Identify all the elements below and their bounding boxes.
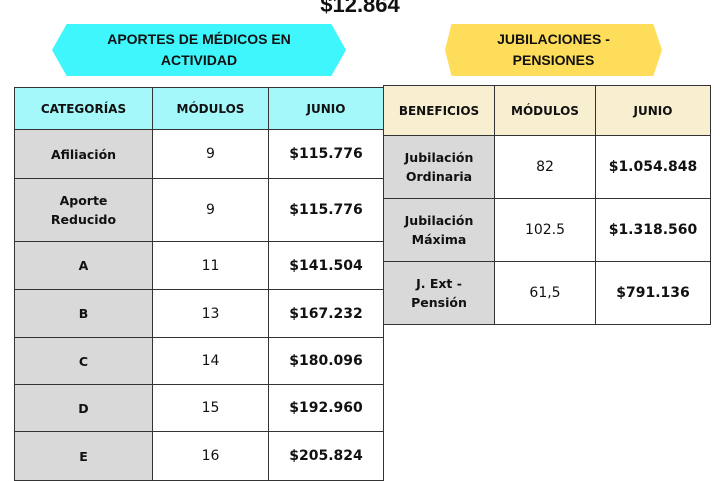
- col-header: MÓDULOS: [494, 85, 596, 136]
- table-row: C 14 $180.096: [14, 337, 384, 385]
- amount-cell: $115.776: [268, 178, 384, 242]
- table-row: J. Ext - Pensión 61,5 $791.136: [383, 261, 711, 325]
- category-cell: A: [14, 241, 153, 290]
- amount-cell: $167.232: [268, 289, 384, 338]
- page-title: $12.864: [320, 0, 400, 17]
- contributions-table: CATEGORÍAS MÓDULOS JUNIO Afiliación 9 $115…: [14, 87, 384, 481]
- modules-cell: 9: [152, 129, 269, 179]
- amount-cell: $192.960: [268, 384, 384, 432]
- amount-cell: $141.504: [268, 241, 384, 290]
- modules-cell: 16: [152, 431, 269, 481]
- col-header: JUNIO: [268, 87, 384, 130]
- category-cell: C: [14, 337, 153, 385]
- table-row: Afiliación 9 $115.776: [14, 129, 384, 179]
- category-cell: Jubilación Ordinaria: [383, 135, 495, 199]
- amount-cell: $205.824: [268, 431, 384, 481]
- table-row: A 11 $141.504: [14, 241, 384, 290]
- table-header: CATEGORÍAS MÓDULOS JUNIO: [14, 87, 384, 130]
- modules-cell: 13: [152, 289, 269, 338]
- modules-cell: 9: [152, 178, 269, 242]
- category-cell: D: [14, 384, 153, 432]
- table-row: B 13 $167.232: [14, 289, 384, 338]
- pensions-table: BENEFICIOS MÓDULOS JUNIO Jubilación Ordi…: [383, 85, 711, 325]
- modules-cell: 15: [152, 384, 269, 432]
- table-row: Aporte Reducido 9 $115.776: [14, 178, 384, 242]
- amount-cell: $180.096: [268, 337, 384, 385]
- category-cell: B: [14, 289, 153, 338]
- banner-label: APORTES DE MÉDICOS EN ACTIVIDAD: [107, 31, 291, 68]
- pensions-banner: JUBILACIONES - PENSIONES: [445, 24, 662, 76]
- modules-cell: 14: [152, 337, 269, 385]
- modules-cell: 102.5: [494, 198, 596, 262]
- col-header: MÓDULOS: [152, 87, 269, 130]
- category-cell: Aporte Reducido: [14, 178, 153, 242]
- banner-label: JUBILACIONES - PENSIONES: [497, 31, 610, 68]
- modules-cell: 11: [152, 241, 269, 290]
- table-row: Jubilación Máxima 102.5 $1.318.560: [383, 198, 711, 262]
- category-cell: Afiliación: [14, 129, 153, 179]
- category-cell: E: [14, 431, 153, 481]
- modules-cell: 61,5: [494, 261, 596, 325]
- table-row: D 15 $192.960: [14, 384, 384, 432]
- amount-cell: $791.136: [595, 261, 711, 325]
- col-header: BENEFICIOS: [383, 85, 495, 136]
- modules-cell: 82: [494, 135, 596, 199]
- col-header: CATEGORÍAS: [14, 87, 153, 130]
- amount-cell: $1.054.848: [595, 135, 711, 199]
- table-row: Jubilación Ordinaria 82 $1.054.848: [383, 135, 711, 199]
- table-header: BENEFICIOS MÓDULOS JUNIO: [383, 85, 711, 136]
- active-doctors-banner: APORTES DE MÉDICOS EN ACTIVIDAD: [52, 24, 346, 76]
- amount-cell: $1.318.560: [595, 198, 711, 262]
- category-cell: J. Ext - Pensión: [383, 261, 495, 325]
- amount-cell: $115.776: [268, 129, 384, 179]
- category-cell: Jubilación Máxima: [383, 198, 495, 262]
- col-header: JUNIO: [595, 85, 711, 136]
- table-row: E 16 $205.824: [14, 431, 384, 481]
